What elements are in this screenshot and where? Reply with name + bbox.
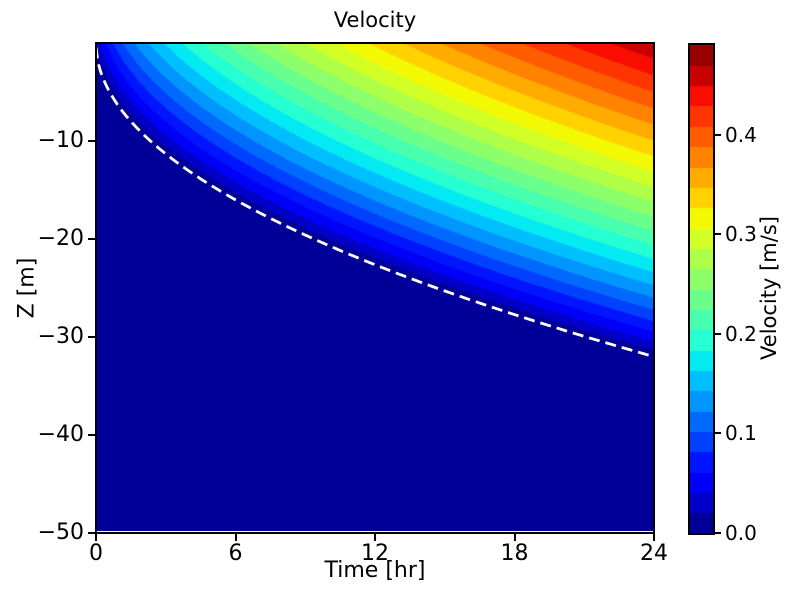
y-axis-label: Z [m] <box>14 257 40 319</box>
y-tick-mark <box>88 532 95 534</box>
colorbar-tick-label: 0.2 <box>725 321 757 346</box>
colorbar-tick-mark <box>715 532 721 534</box>
x-tick-mark <box>234 534 237 541</box>
colorbar-tick-mark <box>715 332 721 335</box>
x-tick-mark <box>653 534 655 541</box>
colorbar-tick-mark <box>715 233 721 236</box>
colorbar-tick-label: 0.0 <box>725 521 757 545</box>
colorbar-tick-label: 0.1 <box>725 421 757 446</box>
colorbar-tick-mark <box>715 432 721 435</box>
y-tick-mark <box>88 434 95 436</box>
contour-plot <box>97 44 653 531</box>
x-tick-label: 0 <box>89 541 103 566</box>
colorbar-tick-mark <box>715 133 721 136</box>
y-tick-mark <box>88 336 95 338</box>
x-tick-label: 12 <box>361 541 389 566</box>
x-axis-label: Time [hr] <box>324 558 426 583</box>
x-tick-mark <box>374 534 376 541</box>
x-tick-mark <box>513 534 516 541</box>
y-tick-label: −40 <box>37 422 84 447</box>
y-tick-label: −30 <box>37 324 84 349</box>
y-tick-label: −50 <box>37 520 84 545</box>
colorbar-label: Velocity [m/s] <box>757 216 781 360</box>
colorbar-frame <box>688 43 715 535</box>
colorbar-tick-label: 0.4 <box>725 122 757 147</box>
colorbar-tick-label: 0.3 <box>725 222 757 247</box>
y-tick-mark <box>88 140 95 142</box>
plot-title: Velocity <box>333 8 417 32</box>
y-tick-mark <box>88 238 95 240</box>
x-tick-mark <box>95 534 97 541</box>
colorbar <box>690 45 713 533</box>
y-tick-label: −20 <box>37 226 84 251</box>
x-tick-label: 24 <box>640 541 668 566</box>
x-tick-label: 6 <box>228 541 243 566</box>
y-tick-label: −10 <box>37 128 84 153</box>
x-tick-label: 18 <box>500 541 529 566</box>
